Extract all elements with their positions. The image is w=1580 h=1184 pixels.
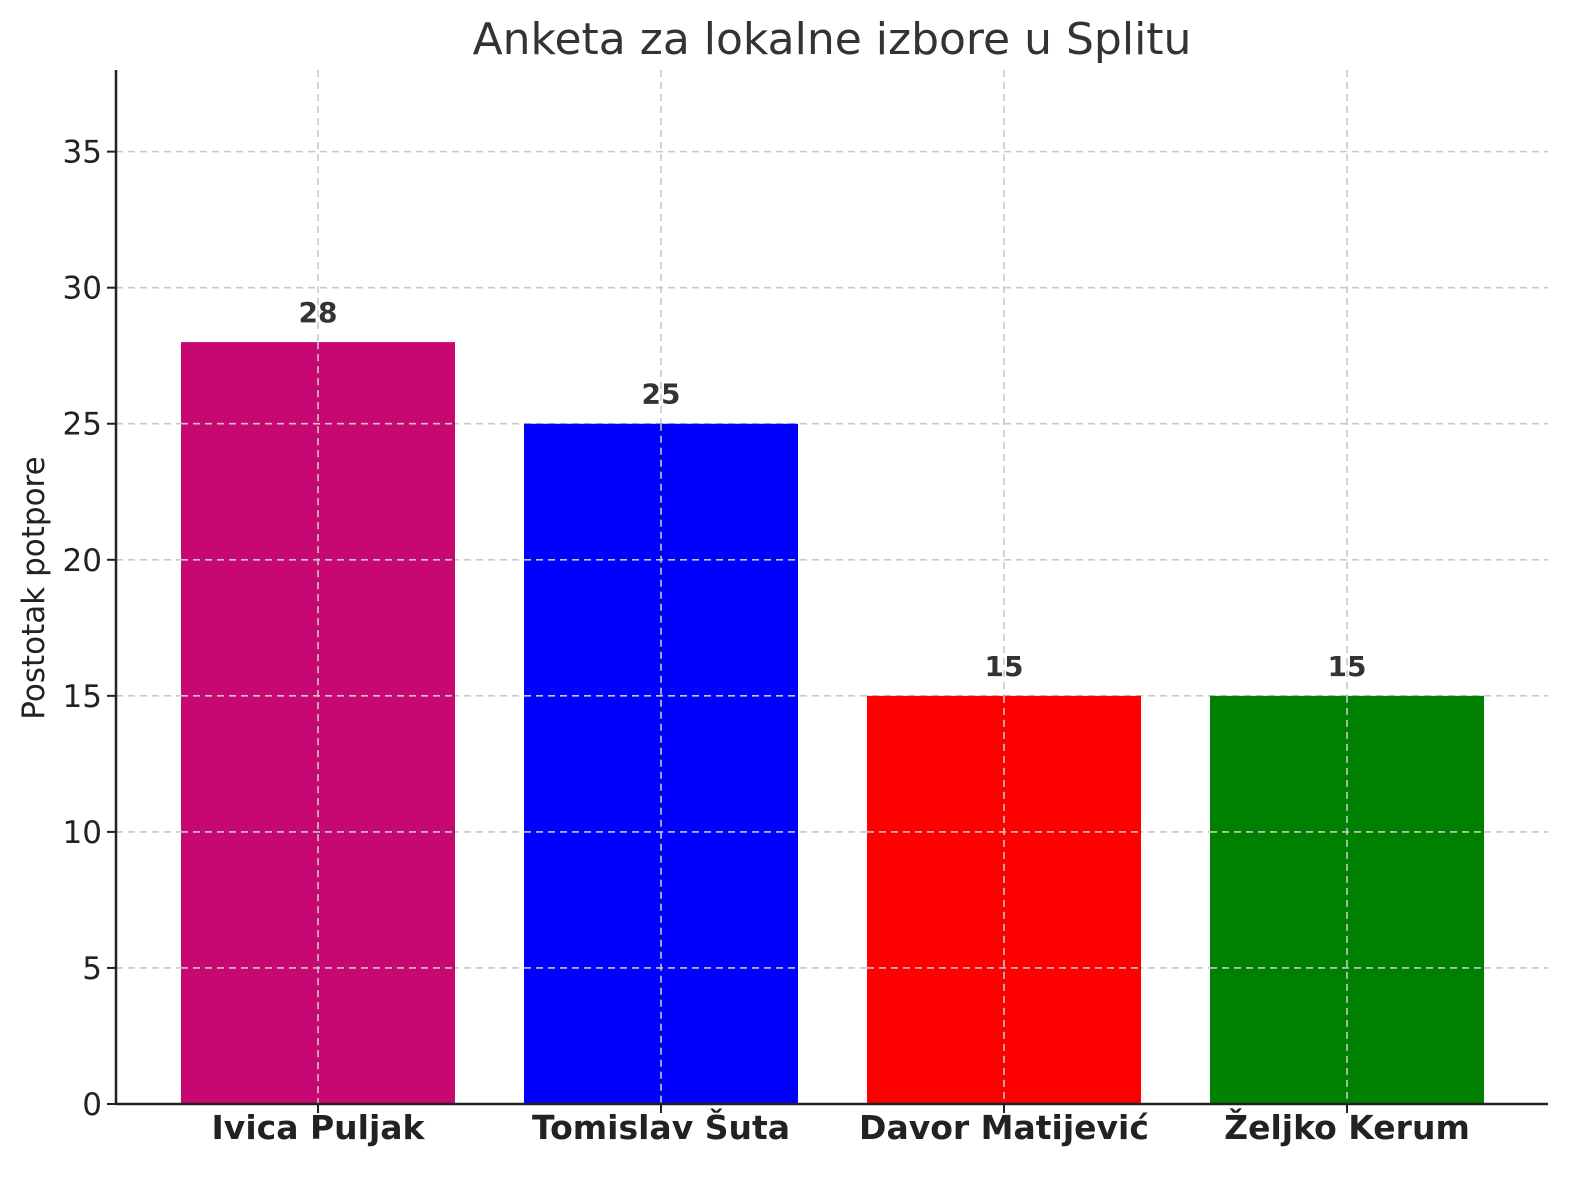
axis-layer — [107, 70, 1548, 1113]
y-tick-label: 5 — [82, 951, 102, 987]
y-tick-label: 15 — [63, 679, 102, 715]
bar-value-label: 25 — [642, 378, 681, 411]
x-tick-label: Tomislav Šuta — [532, 1107, 790, 1147]
label-layer: 0 5 10 15 20 25 30 35 Ivica Puljak 28 Tomislav Šut… — [63, 135, 1470, 1147]
y-tick-label: 20 — [63, 543, 102, 579]
y-tick-label: 10 — [63, 815, 102, 851]
y-tick-label: 0 — [82, 1087, 102, 1123]
x-tick-label: Davor Matijević — [859, 1108, 1149, 1147]
bar-value-label: 15 — [1328, 650, 1367, 683]
chart-title: Anketa za lokalne izbore u Splitu — [473, 14, 1192, 65]
bar-value-label: 15 — [985, 650, 1024, 683]
y-axis-label: Postotak potpore — [16, 456, 52, 719]
y-tick-label: 25 — [63, 407, 102, 443]
y-tick-label: 30 — [63, 271, 102, 307]
y-tick-label: 35 — [63, 135, 102, 171]
x-tick-label: Željko Kerum — [1224, 1107, 1470, 1147]
bar-layer — [181, 342, 1484, 1105]
x-tick-label: Ivica Puljak — [212, 1108, 426, 1147]
bar-value-label: 28 — [299, 296, 338, 329]
